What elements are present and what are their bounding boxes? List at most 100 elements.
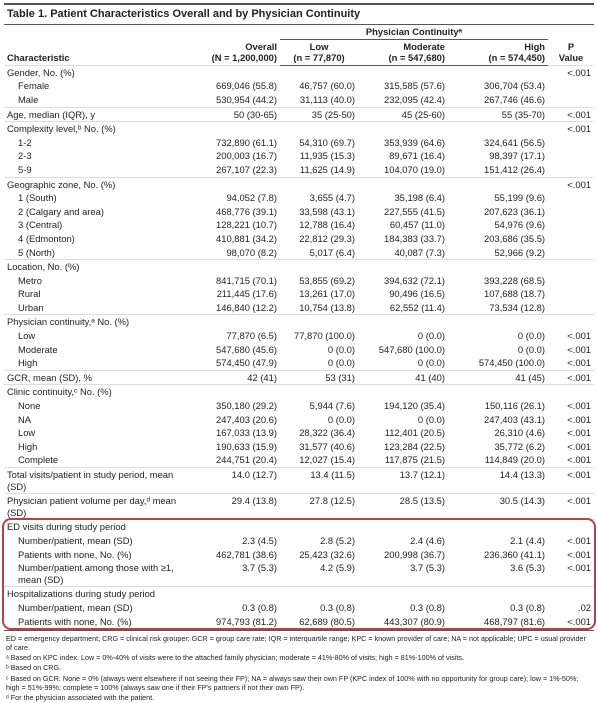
cell: <.001 — [548, 369, 595, 385]
section-row: Gender, No. (%) <.001 — [4, 64, 595, 80]
data-row: Patients with none, No. (%) 462,781 (38.6… — [4, 548, 594, 562]
header-line: Overall — [245, 40, 277, 52]
section-row: Location, No. (%) — [4, 259, 595, 274]
cell — [280, 519, 358, 534]
cell: 10,754 (13.8) — [299, 301, 355, 313]
cell — [182, 121, 280, 136]
cell — [358, 259, 448, 274]
cell: 0.3 (0.8) — [510, 601, 546, 613]
cell — [548, 246, 594, 260]
row-label: Hospitalizations during study period — [4, 586, 182, 601]
cell: <.001 — [567, 413, 592, 425]
cell: 54,976 (9.6) — [494, 219, 546, 231]
cell — [448, 314, 549, 330]
cell: 146,840 (12.2) — [216, 301, 277, 313]
group-header: Physician Continuityᵃ — [280, 25, 549, 40]
cell: <.001 — [567, 534, 592, 546]
cell — [182, 64, 280, 80]
column-header: Characteristic — [7, 52, 70, 64]
cell: 150,116 (26.1) — [484, 400, 546, 412]
page: Table 1. Patient Characteristics Overall… — [2, 3, 597, 702]
cell — [448, 64, 549, 80]
row-label: 3 (Central) — [18, 219, 63, 231]
footnote: ED = emergency department; CRG = clinica… — [6, 634, 586, 653]
table-figure: Table 1. Patient Characteristics Overall… — [4, 3, 595, 703]
row-label: 1-2 — [18, 136, 32, 148]
cell: <.001 — [548, 176, 595, 192]
row-label: GCR, mean (SD), % — [4, 369, 182, 385]
cell: 5,017 (6.4) — [309, 246, 355, 258]
cell: 112,401 (20.5) — [384, 427, 445, 439]
data-row: High 574,450 (47.9) 0 (0.0) 0 (0.0) 574,450 … — [4, 356, 594, 370]
cell — [548, 287, 594, 301]
cell: 26,310 (4.6) — [494, 427, 546, 439]
cell — [548, 205, 594, 219]
section-row: Age, median (IQR), y 50 (30-65) 35 (25-50)… — [4, 106, 595, 122]
footnote: ᶜ Based on GCR. None = 0% (always went e… — [6, 673, 579, 692]
cell: 0.3 (0.8) — [410, 601, 445, 613]
column-header: Low (n = 77,870) — [280, 39, 358, 66]
cell: 29.4 (13.8) — [182, 493, 280, 520]
data-row: 5 (North) 98,070 (8.2) 5,017 (6.4) 40,087 (… — [4, 246, 594, 260]
cell: 25,423 (32.6) — [299, 548, 355, 560]
cell: 27.8 (12.5) — [280, 493, 358, 520]
cell: <.001 — [548, 64, 595, 80]
cell: 52,966 (9.2) — [494, 246, 546, 258]
cell: 60,457 (11.0) — [389, 219, 445, 231]
cell — [358, 519, 448, 534]
cell: 13.7 (12.1) — [358, 466, 448, 494]
header-line: (n = 77,870) — [293, 52, 345, 64]
data-row: Urban 146,840 (12.2) 10,754 (13.8) 62,552 (… — [4, 301, 594, 315]
row-label: Patients with none, No. (%) — [18, 548, 132, 560]
data-row: NA 247,403 (20.6) 0 (0.0) 0 (0.0) 247,403 (4… — [4, 413, 594, 427]
cell — [280, 259, 358, 274]
cell: 3,655 (4.7) — [309, 192, 355, 204]
cell: 203,686 (35.5) — [484, 232, 546, 244]
cell — [358, 384, 448, 400]
row-label: Physician continuity,ᵃ No. (%) — [4, 314, 182, 330]
cell: 54,310 (69.7) — [299, 136, 355, 148]
cell: 2.1 (4.4) — [510, 534, 546, 546]
row-label: Moderate — [18, 343, 58, 355]
cell: 974,793 (81.2) — [216, 615, 277, 627]
footnotes: ED = emergency department; CRG = clinica… — [4, 630, 594, 702]
cell: 232,095 (42.4) — [384, 93, 445, 105]
section-row: Complexity level,ᵇ No. (%) <.001 — [4, 121, 595, 136]
cell: 41 (45) — [448, 369, 549, 385]
row-label: Complete — [18, 454, 59, 466]
cell: <.001 — [567, 454, 592, 466]
data-row: Rural 211,445 (17.6) 13,261 (17.0) 90,496 (… — [4, 287, 594, 301]
cell: 128,221 (10.7) — [216, 219, 277, 231]
cell: 3.7 (5.3) — [242, 562, 277, 574]
cell — [448, 121, 549, 136]
cell — [182, 519, 280, 534]
section-row: Physician continuity,ᵃ No. (%) — [4, 314, 595, 330]
cell: 194,120 (35.4) — [384, 400, 445, 412]
row-label: 1 (South) — [18, 192, 57, 204]
cell: 0 (0.0) — [517, 330, 546, 342]
section-row: Geographic zone, No. (%) <.001 — [4, 176, 595, 192]
cell: 0 (0.0) — [327, 343, 355, 355]
data-row: 1 (South) 94,052 (7.8) 3,655 (4.7) 35,198 (… — [4, 191, 594, 205]
row-label: Urban — [18, 301, 44, 313]
cell — [182, 259, 280, 274]
cell: 200,998 (36.7) — [384, 548, 445, 560]
cell: 35,772 (6.2) — [494, 440, 546, 452]
cell: 30.5 (14.3) — [448, 493, 549, 520]
data-row: High 190,633 (15.9) 31,577 (40.6) 123,284 (… — [4, 440, 594, 454]
cell — [548, 163, 594, 177]
cell: 207,623 (36.1) — [484, 205, 546, 217]
cell: 73,534 (12.8) — [489, 301, 546, 313]
data-row: 4 (Edmonton) 410,881 (34.2) 22,812 (29.3) 1… — [4, 232, 594, 246]
section-row: Physician patient volume per day,ᵈ mean … — [4, 493, 595, 520]
row-label: None — [18, 400, 41, 412]
cell — [548, 314, 595, 330]
cell: 42 (41) — [182, 369, 280, 385]
cell — [448, 586, 549, 601]
data-row: 5-9 267,107 (22.3) 11,625 (14.9) 104,070 (1… — [4, 163, 594, 177]
row-label: 5 (North) — [18, 246, 55, 258]
cell: <.001 — [567, 548, 592, 560]
row-label: Female — [18, 80, 50, 92]
data-row: Number/patient, mean (SD) 2.3 (4.5) 2.8 (5… — [4, 534, 594, 548]
cell: 12,788 (16.4) — [299, 219, 355, 231]
